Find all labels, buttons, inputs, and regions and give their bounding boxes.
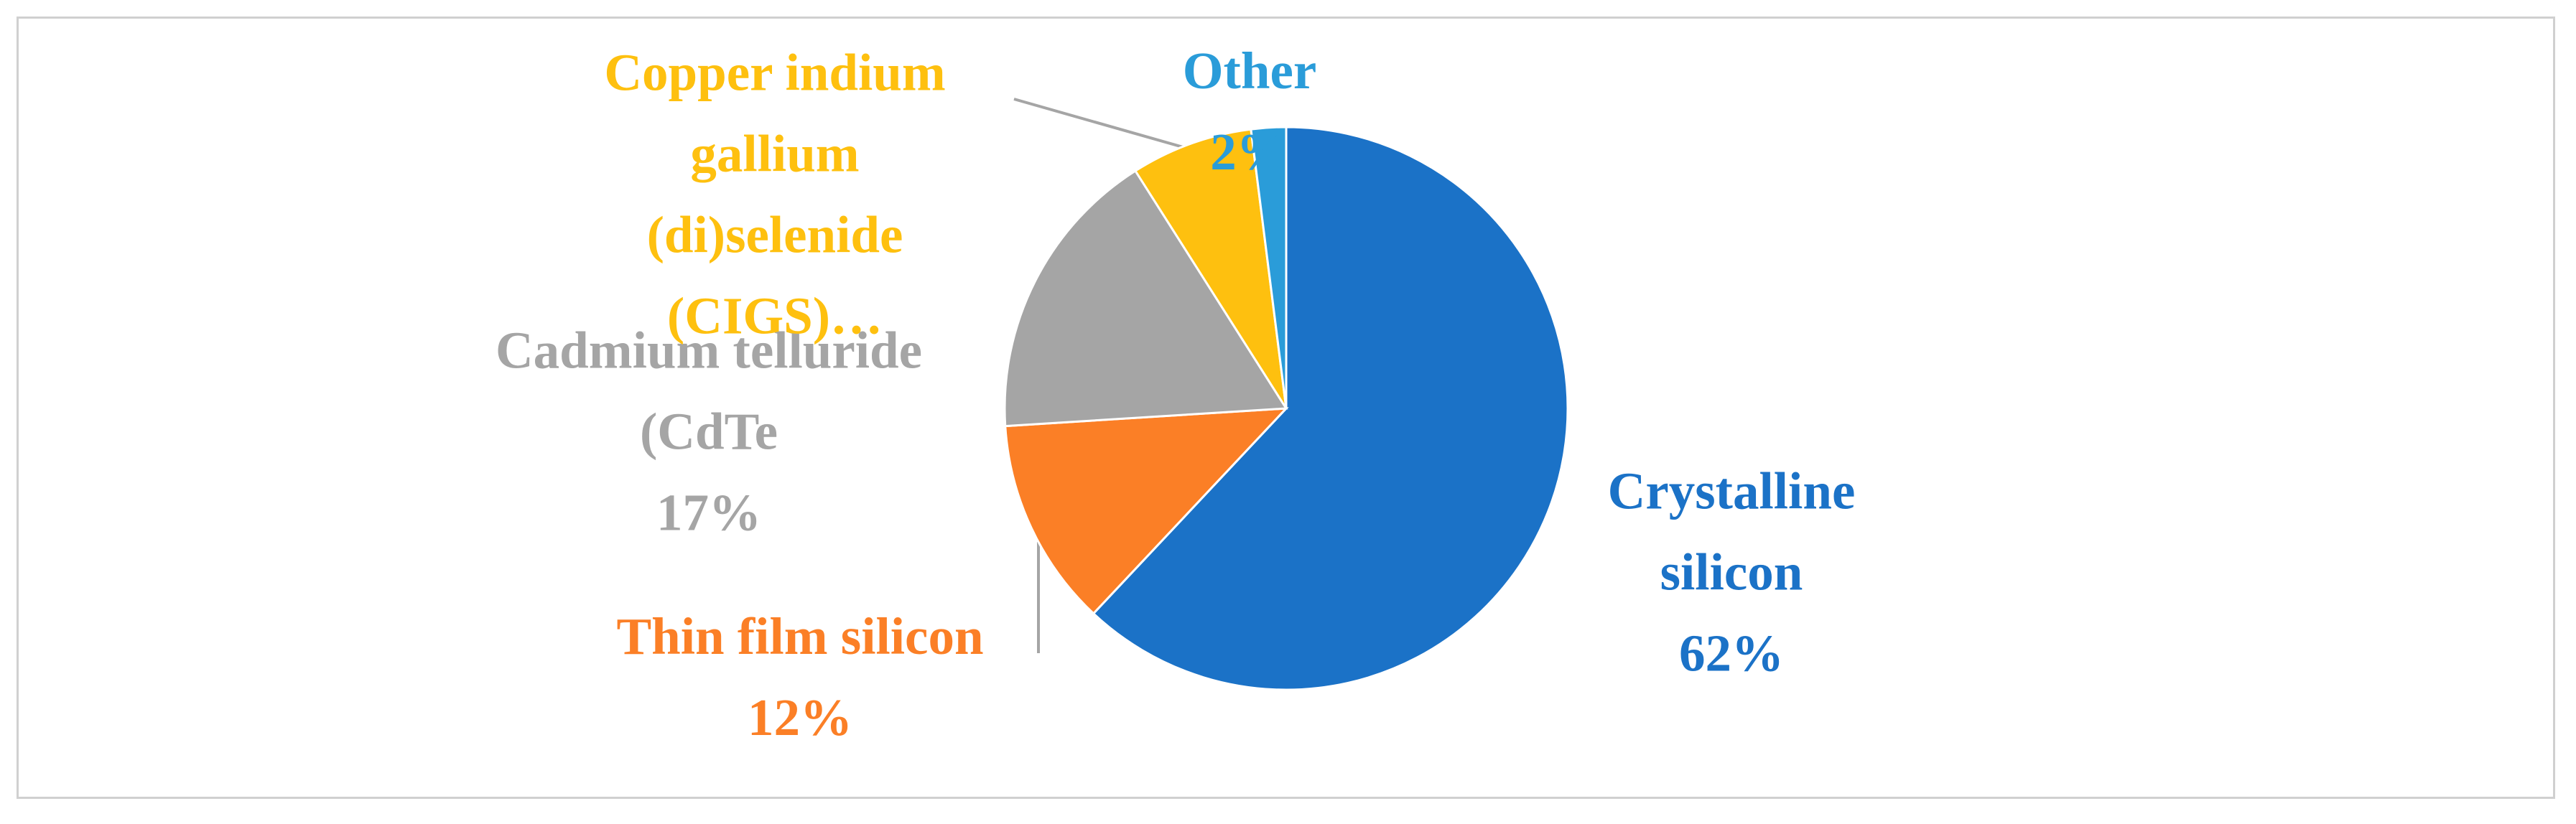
value-label: 17% <box>656 483 761 542</box>
pie-slice <box>1092 126 1569 691</box>
pie-slice <box>1250 126 1288 409</box>
pie-slice <box>1004 407 1289 615</box>
slices <box>1003 126 1569 691</box>
category-label: Copper indium gallium (di)selenide (CIGS… <box>604 43 946 346</box>
data-label: Copper indium gallium (di)selenide (CIGS… <box>559 32 990 357</box>
category-label: Thin film silicon <box>616 607 984 665</box>
value-label: 12% <box>748 688 852 746</box>
pie-slice <box>1133 128 1288 409</box>
category-label: Other <box>1182 41 1317 100</box>
value-label: 62% <box>1679 624 1784 683</box>
category-label: Crystalline silicon <box>1607 462 1856 601</box>
data-label: Cadmium telluride (CdTe 17% <box>493 309 924 553</box>
data-label: Crystalline silicon 62% <box>1545 450 1918 693</box>
data-label: Other 2% <box>1142 30 1357 192</box>
chart-border <box>17 17 2555 799</box>
category-label: Cadmium telluride (CdTe <box>495 321 923 461</box>
data-label: Thin film silicon 12% <box>541 596 1059 758</box>
pie-slice <box>1003 169 1288 428</box>
value-label: 2% <box>1210 123 1289 181</box>
